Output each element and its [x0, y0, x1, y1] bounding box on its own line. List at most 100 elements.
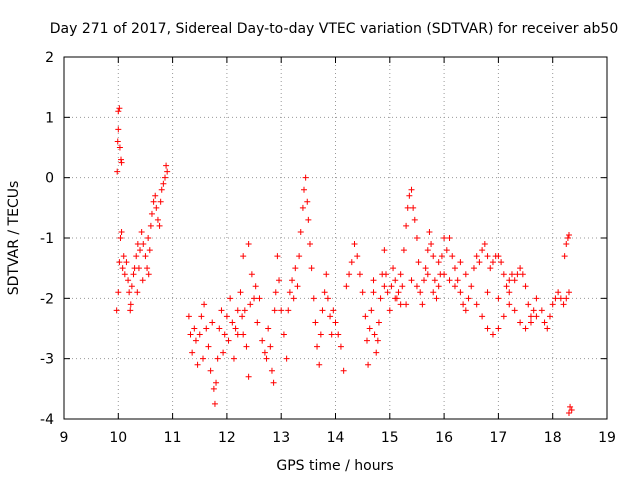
data-point	[130, 271, 137, 278]
data-point	[435, 283, 442, 290]
data-point	[115, 289, 122, 296]
data-point	[433, 295, 440, 302]
data-point	[134, 289, 141, 296]
data-point	[514, 271, 521, 278]
data-point	[413, 235, 420, 241]
x-tick-label: 17	[489, 430, 507, 446]
data-point	[229, 319, 236, 326]
data-point	[340, 367, 347, 374]
data-point	[158, 186, 165, 193]
data-point	[234, 307, 241, 314]
data-point	[205, 343, 212, 350]
data-point	[283, 355, 290, 362]
y-tick-label: 1	[45, 110, 54, 126]
data-point	[408, 186, 415, 193]
data-point	[118, 156, 125, 163]
data-point	[557, 295, 564, 302]
y-tick-label: -2	[40, 291, 54, 307]
data-points	[113, 105, 575, 416]
data-point	[565, 409, 572, 416]
data-point	[370, 277, 377, 284]
data-point	[335, 331, 342, 338]
data-point	[243, 343, 250, 350]
data-point	[375, 319, 382, 326]
data-point	[363, 337, 370, 344]
data-point	[419, 301, 426, 308]
data-point	[191, 325, 198, 332]
data-point	[500, 313, 507, 320]
data-point	[135, 265, 142, 272]
data-point	[330, 307, 337, 314]
data-point	[259, 337, 266, 344]
data-point	[198, 313, 205, 320]
data-point	[156, 222, 163, 229]
data-point	[127, 307, 134, 314]
data-point	[200, 355, 207, 362]
data-point	[506, 289, 513, 296]
x-tick-label: 10	[109, 430, 127, 446]
data-point	[290, 295, 297, 302]
data-point	[225, 337, 232, 344]
data-point	[240, 331, 247, 338]
data-point	[227, 295, 234, 302]
data-point	[138, 228, 145, 235]
data-point	[196, 331, 203, 338]
data-point	[555, 289, 562, 296]
data-point	[209, 319, 216, 326]
data-point	[261, 349, 268, 356]
data-point	[213, 379, 220, 386]
data-point	[207, 367, 214, 374]
data-point	[115, 126, 122, 133]
data-point	[210, 385, 217, 392]
data-point	[240, 253, 247, 260]
data-point	[525, 301, 532, 308]
data-point	[487, 265, 494, 272]
data-point	[424, 247, 431, 254]
data-point	[544, 325, 551, 332]
data-point	[365, 361, 372, 368]
x-tick-label: 14	[327, 430, 345, 446]
data-point	[121, 271, 128, 278]
data-point	[267, 343, 274, 350]
data-point	[441, 271, 448, 278]
data-point	[381, 247, 388, 254]
data-point	[223, 313, 230, 320]
data-point	[194, 361, 201, 368]
data-point	[126, 289, 133, 296]
data-point	[465, 295, 472, 302]
data-point	[304, 198, 311, 205]
data-point	[147, 222, 154, 229]
data-point	[297, 228, 304, 235]
x-tick-label: 12	[218, 430, 236, 446]
data-point	[503, 283, 510, 290]
data-point	[328, 331, 335, 338]
data-point	[296, 253, 303, 260]
data-point	[446, 235, 453, 241]
x-tick-label: 16	[435, 430, 453, 446]
data-point	[148, 210, 155, 217]
data-point	[371, 331, 378, 338]
data-point	[237, 289, 244, 296]
data-point	[533, 295, 540, 302]
data-point	[163, 162, 170, 169]
data-point	[221, 331, 228, 338]
y-tick-label: -1	[40, 231, 54, 247]
y-tick-label: -3	[40, 352, 54, 368]
data-point	[145, 271, 152, 278]
data-point	[449, 253, 456, 260]
data-point	[397, 271, 404, 278]
data-point	[392, 277, 399, 284]
data-point	[522, 283, 529, 290]
data-point	[462, 271, 469, 278]
data-point	[230, 355, 237, 362]
data-point	[145, 235, 152, 241]
data-point	[473, 301, 480, 308]
data-point	[366, 325, 373, 332]
data-point	[399, 283, 406, 290]
data-point	[470, 265, 477, 272]
data-point	[435, 259, 442, 266]
data-point	[134, 241, 141, 248]
data-point	[294, 283, 301, 290]
data-point	[533, 313, 540, 320]
data-point	[302, 174, 309, 181]
